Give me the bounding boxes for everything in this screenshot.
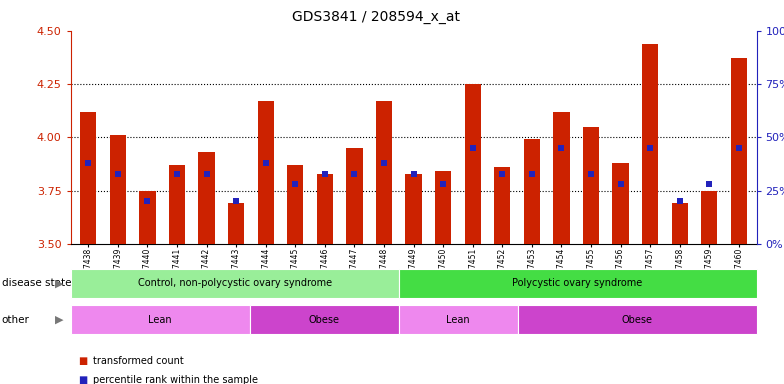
- Point: [644, 145, 656, 151]
- Bar: [198, 152, 215, 244]
- Bar: [228, 204, 245, 244]
- Bar: [71, 305, 249, 334]
- Text: transformed count: transformed count: [93, 356, 183, 366]
- Point: [525, 170, 538, 177]
- Point: [496, 170, 509, 177]
- Bar: [169, 165, 185, 244]
- Text: Control, non-polycystic ovary syndrome: Control, non-polycystic ovary syndrome: [137, 278, 332, 288]
- Text: disease state: disease state: [2, 278, 71, 288]
- Text: Polycystic ovary syndrome: Polycystic ovary syndrome: [513, 278, 643, 288]
- Point: [673, 198, 686, 204]
- Point: [348, 170, 361, 177]
- Bar: [583, 127, 599, 244]
- Point: [555, 145, 568, 151]
- Bar: [731, 58, 747, 244]
- Point: [171, 170, 183, 177]
- Point: [318, 170, 331, 177]
- Text: Obese: Obese: [309, 314, 339, 325]
- Point: [585, 170, 597, 177]
- Bar: [398, 305, 518, 334]
- Bar: [554, 112, 569, 244]
- Bar: [465, 84, 481, 244]
- Bar: [347, 148, 362, 244]
- Bar: [672, 204, 688, 244]
- Text: ▶: ▶: [55, 314, 63, 325]
- Text: GDS3841 / 208594_x_at: GDS3841 / 208594_x_at: [292, 10, 460, 23]
- Point: [732, 145, 745, 151]
- Point: [703, 181, 716, 187]
- Bar: [642, 43, 659, 244]
- Text: Lean: Lean: [446, 314, 470, 325]
- Bar: [140, 190, 155, 244]
- Point: [141, 198, 154, 204]
- Bar: [71, 269, 398, 298]
- Point: [289, 181, 302, 187]
- Bar: [317, 174, 333, 244]
- Bar: [80, 112, 96, 244]
- Bar: [258, 101, 274, 244]
- Point: [466, 145, 479, 151]
- Bar: [524, 139, 540, 244]
- Bar: [494, 167, 510, 244]
- Bar: [701, 190, 717, 244]
- Bar: [249, 305, 398, 334]
- Text: percentile rank within the sample: percentile rank within the sample: [93, 375, 257, 384]
- Point: [200, 170, 212, 177]
- Bar: [398, 269, 757, 298]
- Bar: [287, 165, 303, 244]
- Text: ■: ■: [78, 375, 88, 384]
- Bar: [376, 101, 392, 244]
- Bar: [612, 163, 629, 244]
- Point: [260, 160, 272, 166]
- Point: [378, 160, 390, 166]
- Point: [230, 198, 242, 204]
- Bar: [435, 171, 452, 244]
- Point: [408, 170, 420, 177]
- Text: Obese: Obese: [622, 314, 653, 325]
- Bar: [110, 135, 126, 244]
- Point: [111, 170, 124, 177]
- Text: Lean: Lean: [148, 314, 172, 325]
- Point: [82, 160, 95, 166]
- Text: ■: ■: [78, 356, 88, 366]
- Point: [615, 181, 627, 187]
- Bar: [518, 305, 757, 334]
- Text: ▶: ▶: [55, 278, 63, 288]
- Point: [437, 181, 449, 187]
- Bar: [405, 174, 422, 244]
- Text: other: other: [2, 314, 30, 325]
